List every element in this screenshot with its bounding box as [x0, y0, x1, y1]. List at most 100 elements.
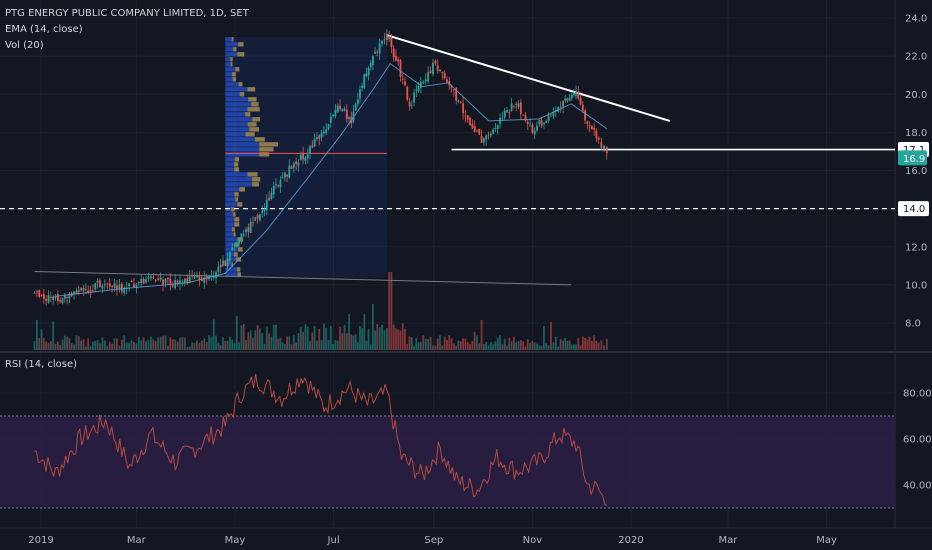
- candle-body[interactable]: [506, 110, 508, 113]
- candle-body[interactable]: [343, 108, 346, 111]
- candle-body[interactable]: [401, 78, 404, 80]
- candle-body[interactable]: [473, 126, 476, 133]
- candle-body[interactable]: [265, 199, 268, 211]
- candle-body[interactable]: [82, 288, 85, 291]
- candle-body[interactable]: [469, 117, 471, 126]
- candle-body[interactable]: [429, 70, 432, 73]
- candle-body[interactable]: [376, 51, 379, 53]
- candle-body[interactable]: [372, 55, 374, 65]
- candle-body[interactable]: [464, 115, 467, 117]
- candle-body[interactable]: [106, 283, 109, 285]
- candle-body[interactable]: [281, 177, 284, 179]
- candle-body[interactable]: [261, 210, 264, 213]
- candle-body[interactable]: [94, 283, 97, 290]
- candle-body[interactable]: [374, 51, 376, 54]
- candle-body[interactable]: [581, 104, 584, 111]
- candle-body[interactable]: [259, 214, 261, 221]
- candle-body[interactable]: [508, 112, 511, 114]
- candle-body[interactable]: [322, 131, 325, 134]
- candle-body[interactable]: [427, 71, 430, 82]
- candle-body[interactable]: [590, 125, 593, 130]
- candle-body[interactable]: [196, 276, 198, 278]
- rsi-legend[interactable]: RSI (14, close): [5, 359, 78, 370]
- candle-body[interactable]: [318, 135, 321, 140]
- candle-body[interactable]: [441, 71, 444, 73]
- candle-body[interactable]: [159, 277, 162, 280]
- candle-body[interactable]: [49, 296, 52, 298]
- candle-body[interactable]: [538, 120, 541, 125]
- candle-body[interactable]: [579, 97, 582, 105]
- candle-body[interactable]: [181, 282, 184, 284]
- candle-body[interactable]: [397, 59, 400, 62]
- candle-body[interactable]: [84, 288, 87, 290]
- candle-body[interactable]: [492, 129, 495, 134]
- candle-body[interactable]: [268, 197, 271, 201]
- candle-body[interactable]: [286, 174, 289, 177]
- candle-body[interactable]: [166, 277, 169, 280]
- candle-body[interactable]: [77, 290, 80, 293]
- candle-body[interactable]: [386, 33, 388, 40]
- candle-body[interactable]: [339, 105, 341, 110]
- candle-body[interactable]: [363, 74, 366, 88]
- candle-body[interactable]: [162, 279, 164, 285]
- candle-body[interactable]: [101, 285, 104, 289]
- candle-body[interactable]: [570, 94, 573, 99]
- candle-body[interactable]: [288, 165, 291, 178]
- candle-body[interactable]: [203, 277, 206, 283]
- line-value-badge[interactable]: [898, 201, 929, 217]
- candle-body[interactable]: [290, 166, 293, 169]
- candle-body[interactable]: [415, 89, 418, 91]
- candle-body[interactable]: [517, 103, 520, 107]
- candle-body[interactable]: [263, 209, 266, 212]
- candle-body[interactable]: [130, 281, 133, 282]
- candle-body[interactable]: [529, 123, 531, 125]
- candle-body[interactable]: [605, 146, 608, 154]
- candle-body[interactable]: [369, 63, 372, 68]
- candle-body[interactable]: [562, 101, 565, 107]
- candle-body[interactable]: [235, 243, 238, 247]
- candle-body[interactable]: [459, 101, 462, 103]
- candle-body[interactable]: [245, 229, 247, 233]
- candle-body[interactable]: [390, 37, 393, 48]
- candle-body[interactable]: [564, 98, 567, 101]
- candle-body[interactable]: [292, 163, 295, 168]
- candle-body[interactable]: [283, 172, 286, 178]
- candle-body[interactable]: [54, 296, 57, 298]
- candle-body[interactable]: [47, 295, 50, 303]
- candle-body[interactable]: [66, 297, 68, 298]
- candle-body[interactable]: [455, 88, 458, 101]
- candle-body[interactable]: [183, 278, 186, 284]
- candle-body[interactable]: [480, 135, 483, 143]
- candle-body[interactable]: [443, 72, 446, 79]
- candle-body[interactable]: [176, 280, 179, 284]
- candle-body[interactable]: [193, 276, 196, 278]
- candle-body[interactable]: [496, 124, 499, 129]
- candle-body[interactable]: [365, 73, 368, 77]
- candle-body[interactable]: [334, 109, 337, 117]
- candle-body[interactable]: [462, 103, 465, 114]
- trendline[interactable]: [34, 271, 572, 286]
- candle-body[interactable]: [249, 222, 252, 233]
- candle-body[interactable]: [38, 290, 41, 297]
- candle-body[interactable]: [164, 278, 167, 283]
- candle-body[interactable]: [279, 180, 282, 188]
- candle-body[interactable]: [575, 91, 577, 96]
- candle-body[interactable]: [424, 79, 427, 82]
- candle-body[interactable]: [275, 184, 277, 186]
- candle-body[interactable]: [103, 284, 106, 286]
- candle-body[interactable]: [417, 86, 420, 92]
- candle-body[interactable]: [35, 291, 38, 293]
- symbol-title[interactable]: PTG ENERGY PUBLIC COMPANY LIMITED, 1D, S…: [5, 8, 249, 19]
- rsi-line[interactable]: [34, 374, 608, 507]
- candle-body[interactable]: [137, 282, 140, 284]
- candle-body[interactable]: [108, 283, 111, 287]
- candle-body[interactable]: [140, 278, 143, 283]
- candle-body[interactable]: [120, 283, 123, 292]
- candle-body[interactable]: [533, 130, 536, 135]
- candle-body[interactable]: [543, 122, 545, 124]
- candle-body[interactable]: [476, 130, 478, 132]
- candle-body[interactable]: [388, 36, 391, 40]
- candle-body[interactable]: [584, 110, 586, 121]
- candle-body[interactable]: [63, 294, 66, 299]
- candle-body[interactable]: [320, 132, 323, 138]
